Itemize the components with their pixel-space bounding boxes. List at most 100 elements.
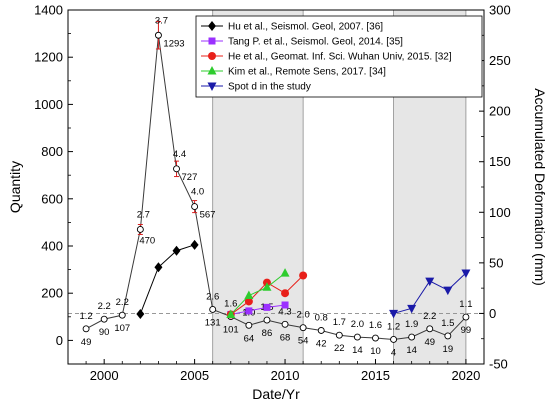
frequency-magnitude-label: 4.4 <box>173 149 186 160</box>
frequency-count-label: 10 <box>370 346 381 357</box>
y-right-tick-label: 0 <box>489 306 496 321</box>
y-left-tick-label: 1400 <box>34 3 63 18</box>
frequency-magnitude-label: 2.0 <box>297 310 310 321</box>
legend-box <box>195 15 483 98</box>
series-marker <box>208 37 216 45</box>
frequency-point <box>390 336 398 343</box>
series-marker <box>407 304 417 314</box>
legend-entry-label: Kim et al., Remote Sens, 2017. [34] <box>228 67 386 78</box>
y-axis-left-title: Quantity <box>7 161 23 213</box>
frequency-point <box>281 320 289 328</box>
frequency-magnitude-label: 1.1 <box>459 299 472 310</box>
series-group <box>226 268 290 318</box>
frequency-point <box>154 31 162 39</box>
series-marker <box>208 21 216 31</box>
frequency-point <box>408 333 416 341</box>
x-tick-label: 2000 <box>90 368 119 383</box>
legend-entry-label: Hu et al., Seismol. Geol, 2007. [36] <box>228 22 383 33</box>
frequency-count-label: 49 <box>424 337 435 348</box>
y-axis-right-title: Accumulated Deformation (mm) <box>532 88 548 286</box>
y-right-tick-label: 200 <box>489 104 511 119</box>
series-marker <box>154 262 163 273</box>
frequency-magnitude-label: 1.9 <box>405 319 418 330</box>
series-marker <box>244 290 254 300</box>
series-line <box>230 272 286 315</box>
y-axis-right: -50 0 50 100 150 200 250 300 <box>479 3 511 372</box>
frequency-count-label: 107 <box>114 323 130 334</box>
frequency-point <box>299 324 307 332</box>
frequency-count-label: 101 <box>223 325 239 336</box>
frequency-line <box>85 35 467 340</box>
frequency-count-label: 19 <box>443 344 454 355</box>
series-group <box>389 269 471 319</box>
frequency-count-label: 99 <box>461 325 472 336</box>
legend: Hu et al., Seismol. Geol, 2007. [36] Tang… <box>195 15 483 98</box>
frequency-point <box>317 327 325 334</box>
series-marker <box>262 282 272 291</box>
frequency-magnitude-label: 2.0 <box>351 319 364 330</box>
frequency-count-label: 131 <box>205 317 221 328</box>
frequency-point <box>245 321 253 329</box>
y-left-tick-label: 1000 <box>34 97 63 112</box>
frequency-magnitude-label: 4.3 <box>278 306 291 317</box>
frequency-point <box>100 315 108 323</box>
legend-entry-label: Spot d in the study <box>228 82 311 93</box>
y-left-tick-label: 200 <box>41 286 63 301</box>
series-layer <box>136 239 471 319</box>
x-tick-label: 2015 <box>361 368 390 383</box>
frequency-point <box>82 325 90 333</box>
x-tick-label: 2005 <box>180 368 209 383</box>
series-marker <box>226 309 236 318</box>
series-marker <box>190 239 199 250</box>
frequency-count-label: 86 <box>262 328 273 339</box>
frequency-point <box>209 306 217 313</box>
y-left-tick-label: 800 <box>41 144 63 159</box>
frequency-magnitude-label: 3.7 <box>155 15 168 26</box>
y-right-tick-label: -50 <box>489 357 508 372</box>
frequency-magnitude-label: 2.6 <box>206 291 219 302</box>
frequency-magnitude-label: 1.6 <box>224 299 237 310</box>
y-right-tick-label: 150 <box>489 154 511 169</box>
series-marker <box>280 268 290 277</box>
series-marker <box>208 52 216 60</box>
frequency-magnitude-label: 1.7 <box>333 317 346 328</box>
series-marker <box>207 66 217 75</box>
series-marker <box>425 277 435 287</box>
series-marker <box>263 303 271 311</box>
y-left-tick-label: 0 <box>56 333 63 348</box>
y-right-tick-label: 250 <box>489 53 511 68</box>
series-marker <box>207 82 217 91</box>
frequency-point <box>426 325 434 333</box>
frequency-point <box>372 334 379 342</box>
series-line <box>230 304 286 315</box>
frequency-count-label: 14 <box>406 345 417 356</box>
frequency-point <box>353 333 361 341</box>
frequency-count-label: 22 <box>334 343 345 354</box>
frequency-count-label: 90 <box>99 327 110 338</box>
y-right-tick-label: 50 <box>489 255 503 270</box>
frequency-magnitude-label: 1.6 <box>369 320 382 331</box>
frequency-count-label: 4 <box>391 347 396 358</box>
x-axis: 2000 2005 2010 2015 2020 <box>67 359 485 383</box>
frequency-count-label: 470 <box>139 235 155 246</box>
frequency-point <box>118 311 126 319</box>
frequency-magnitude-label: 1.2 <box>79 311 92 322</box>
series-group <box>136 239 199 319</box>
frequency-magnitude-label: 0.8 <box>315 312 328 323</box>
frequency-count-label: 1293 <box>163 38 184 49</box>
x-tick-label: 2020 <box>451 368 480 383</box>
frequency-point <box>136 226 144 233</box>
frequency-count-label: 68 <box>280 332 291 343</box>
frequency-point <box>191 203 199 211</box>
series-marker <box>281 301 289 309</box>
frequency-point <box>173 165 180 173</box>
frequency-count-label: 64 <box>244 333 255 344</box>
frequency-magnitude-label: 2.7 <box>137 209 150 220</box>
series-marker <box>389 309 399 319</box>
y-left-tick-label: 600 <box>41 191 63 206</box>
frequency-count-label: 727 <box>182 172 198 183</box>
x-axis-title: Date/Yr <box>252 386 300 402</box>
series-marker <box>172 245 181 256</box>
series-marker <box>136 308 145 319</box>
y-axis-left: 0 200 400 600 800 1000 1200 1400 <box>34 3 73 365</box>
